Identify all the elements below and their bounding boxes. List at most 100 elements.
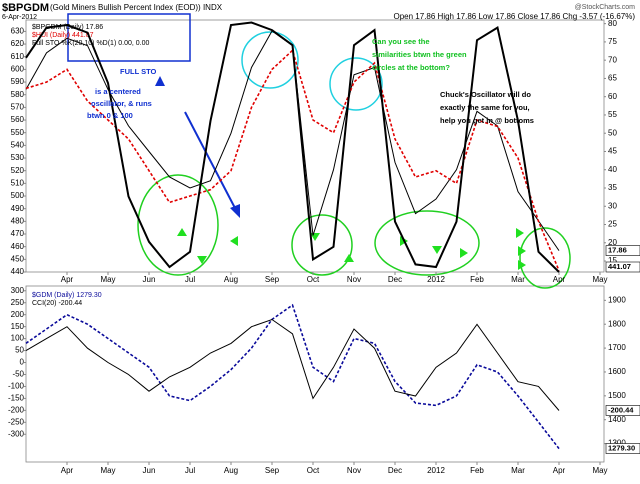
end-value-box bbox=[605, 245, 640, 256]
y-tick-label: 500 bbox=[11, 191, 25, 200]
series-line bbox=[25, 21, 560, 273]
y2-tick-label: 35 bbox=[608, 183, 617, 192]
highlight-circle bbox=[329, 57, 383, 111]
highlight-circle bbox=[241, 31, 299, 89]
y-tick-label: 550 bbox=[11, 128, 25, 137]
y-tick-label: 50 bbox=[15, 346, 24, 355]
end-value-label: -200.44 bbox=[608, 405, 634, 414]
x-tick-label: 2012 bbox=[427, 466, 445, 475]
y2-tick-label: 20 bbox=[608, 238, 617, 247]
legend-label: $HUI (Daily) 441.07 bbox=[32, 32, 94, 39]
y-tick-label: -300 bbox=[8, 429, 25, 438]
x-tick-label: May bbox=[100, 466, 115, 475]
quote: Open 17.86 High 17.86 Low 17.86 Close 17… bbox=[394, 12, 636, 21]
annotation: Can you see the bbox=[372, 37, 430, 46]
legend-label: $BPGDM (Daily) 17.86 bbox=[32, 24, 103, 31]
annotation: help you get in @ bottoms bbox=[440, 116, 534, 125]
x-tick-label: Jun bbox=[143, 466, 156, 475]
x-tick-label: Mar bbox=[511, 275, 525, 284]
legend-label: Full STO %K(20,10) %D(1) 0.00, 0.00 bbox=[32, 40, 149, 47]
y-tick-label: 600 bbox=[11, 64, 25, 73]
x-tick-label: Aug bbox=[224, 275, 238, 284]
x-tick-label: Oct bbox=[307, 466, 320, 475]
end-value-box bbox=[605, 261, 640, 273]
x-tick-label: Nov bbox=[347, 466, 361, 475]
y2-tick-label: 1500 bbox=[608, 391, 626, 400]
x-tick-label: Oct bbox=[307, 275, 320, 284]
annotation: FULL STO bbox=[120, 67, 157, 76]
y-tick-label: 580 bbox=[11, 90, 25, 99]
y-tick-label: -150 bbox=[8, 394, 25, 403]
end-value-label: 1279.30 bbox=[608, 444, 635, 453]
x-tick-label: Dec bbox=[388, 275, 402, 284]
y-tick-label: 490 bbox=[11, 204, 25, 213]
lower-frame bbox=[25, 285, 605, 463]
y2-tick-label: 1800 bbox=[608, 319, 626, 328]
x-tick-label: Jul bbox=[185, 275, 195, 284]
x-tick-label: Apr bbox=[553, 275, 566, 284]
y2-tick-label: 15 bbox=[608, 256, 617, 265]
x-tick-label: Jun bbox=[143, 275, 156, 284]
y2-tick-label: 50 bbox=[608, 128, 617, 137]
x-tick-label: Mar bbox=[511, 466, 525, 475]
x-tick-label: Nov bbox=[347, 275, 361, 284]
x-tick-label: 2012 bbox=[427, 275, 445, 284]
series-line bbox=[25, 318, 560, 411]
x-tick-label: Jul bbox=[185, 466, 195, 475]
legend-label: CCI(20) -200.44 bbox=[32, 300, 82, 307]
highlight-circle bbox=[291, 214, 353, 276]
y-tick-label: 0 bbox=[20, 358, 25, 367]
upper-frame bbox=[25, 19, 605, 273]
annotation: btwn 0 & 100 bbox=[87, 111, 133, 120]
y-tick-label: 540 bbox=[11, 140, 25, 149]
y2-tick-label: 30 bbox=[608, 201, 617, 210]
source: @StockCharts.com bbox=[575, 4, 636, 11]
y-tick-label: 520 bbox=[11, 166, 25, 175]
y-tick-label: 300 bbox=[11, 286, 25, 295]
end-value-label: 441.07 bbox=[608, 262, 631, 271]
annotation: circles at the bottom? bbox=[372, 63, 450, 72]
y-tick-label: 200 bbox=[11, 310, 25, 319]
y-tick-label: 470 bbox=[11, 229, 25, 238]
series-line bbox=[25, 30, 560, 251]
y-tick-label: 100 bbox=[11, 334, 25, 343]
end-value-box bbox=[605, 443, 640, 454]
y-tick-label: 460 bbox=[11, 242, 25, 251]
annotation: Chuck's Oscillator will do bbox=[440, 90, 531, 99]
highlight-circle bbox=[137, 174, 219, 276]
y-tick-label: -50 bbox=[12, 370, 24, 379]
y-tick-label: 440 bbox=[11, 267, 25, 276]
y2-tick-label: 40 bbox=[608, 165, 617, 174]
y-tick-label: 480 bbox=[11, 216, 25, 225]
y-tick-label: 610 bbox=[11, 52, 25, 61]
y2-tick-label: 55 bbox=[608, 110, 617, 119]
y-tick-label: -250 bbox=[8, 417, 25, 426]
y-tick-label: 630 bbox=[11, 27, 25, 36]
y2-tick-label: 70 bbox=[608, 55, 617, 64]
x-tick-label: Sep bbox=[265, 466, 280, 475]
y2-tick-label: 1600 bbox=[608, 367, 626, 376]
y-tick-label: 250 bbox=[11, 298, 25, 307]
y2-tick-label: 65 bbox=[608, 74, 617, 83]
y2-tick-label: 80 bbox=[608, 19, 617, 28]
green-arrows bbox=[177, 228, 526, 270]
y2-tick-label: 60 bbox=[608, 92, 617, 101]
highlight-circle bbox=[519, 227, 571, 289]
x-tick-label: Aug bbox=[224, 466, 238, 475]
y2-tick-label: 75 bbox=[608, 37, 617, 46]
y2-tick-label: 1400 bbox=[608, 415, 626, 424]
series-line bbox=[25, 303, 560, 450]
y2-tick-label: 25 bbox=[608, 220, 617, 229]
x-tick-label: May bbox=[592, 466, 607, 475]
end-value-box bbox=[605, 405, 640, 416]
chart-date: 6-Apr-2012 bbox=[2, 14, 37, 21]
y-tick-label: -200 bbox=[8, 405, 25, 414]
x-tick-label: Dec bbox=[388, 466, 402, 475]
x-tick-label: Apr bbox=[61, 275, 74, 284]
y2-tick-label: 1900 bbox=[608, 295, 626, 304]
y-tick-label: -100 bbox=[8, 382, 25, 391]
x-tick-label: May bbox=[592, 275, 607, 284]
x-tick-label: Apr bbox=[553, 466, 566, 475]
arrow-head bbox=[155, 76, 165, 86]
